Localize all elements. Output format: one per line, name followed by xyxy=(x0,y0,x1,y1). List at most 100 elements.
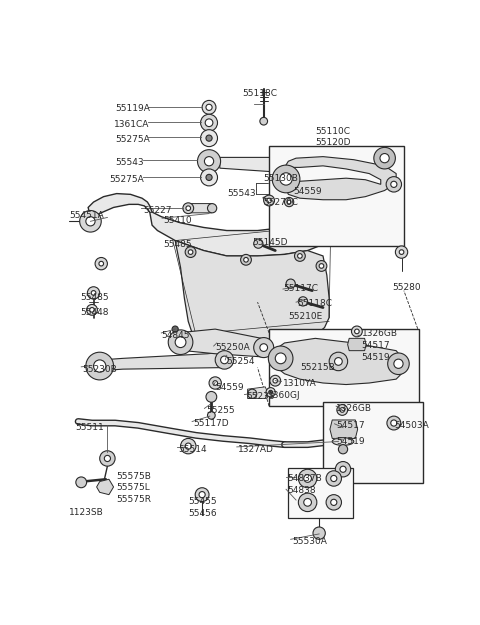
Circle shape xyxy=(285,198,294,207)
Bar xyxy=(269,329,419,406)
Circle shape xyxy=(86,217,95,226)
Text: 55210E: 55210E xyxy=(288,312,323,321)
Text: 55275A: 55275A xyxy=(109,175,144,184)
Circle shape xyxy=(304,499,312,506)
Text: 55227: 55227 xyxy=(143,206,171,215)
Text: 55410: 55410 xyxy=(164,216,192,225)
Circle shape xyxy=(388,353,409,374)
Text: 54519: 54519 xyxy=(361,353,390,362)
Circle shape xyxy=(335,357,342,365)
Circle shape xyxy=(331,499,337,506)
Polygon shape xyxy=(175,241,329,346)
Circle shape xyxy=(95,258,108,270)
Circle shape xyxy=(240,254,252,265)
Polygon shape xyxy=(277,338,404,384)
Circle shape xyxy=(207,411,215,419)
Circle shape xyxy=(201,114,217,131)
Circle shape xyxy=(175,337,186,348)
Text: 54845: 54845 xyxy=(161,331,190,339)
Text: 54837B: 54837B xyxy=(288,474,323,483)
Circle shape xyxy=(340,466,346,472)
Circle shape xyxy=(248,389,257,398)
Circle shape xyxy=(319,264,324,268)
Circle shape xyxy=(286,279,295,288)
Circle shape xyxy=(183,203,193,214)
Circle shape xyxy=(213,381,217,385)
Circle shape xyxy=(206,174,212,181)
Circle shape xyxy=(351,326,362,337)
Text: 55575B: 55575B xyxy=(117,471,152,481)
Circle shape xyxy=(374,148,396,169)
Circle shape xyxy=(244,258,248,262)
Circle shape xyxy=(391,420,397,426)
Text: 55511: 55511 xyxy=(75,423,104,432)
Polygon shape xyxy=(175,329,269,357)
Circle shape xyxy=(338,444,348,454)
Text: 55117D: 55117D xyxy=(193,419,229,428)
Polygon shape xyxy=(330,420,358,439)
Text: 55543: 55543 xyxy=(228,189,256,198)
Circle shape xyxy=(386,177,402,192)
Text: 55230B: 55230B xyxy=(83,364,118,374)
Circle shape xyxy=(195,488,209,502)
Circle shape xyxy=(266,388,275,397)
Circle shape xyxy=(204,157,214,166)
Circle shape xyxy=(206,135,212,141)
Text: 1326GB: 1326GB xyxy=(361,329,397,338)
Text: 55120D: 55120D xyxy=(315,138,351,147)
Text: 1326GB: 1326GB xyxy=(336,404,372,412)
Circle shape xyxy=(207,204,217,213)
Circle shape xyxy=(275,353,286,364)
Text: 55118C: 55118C xyxy=(298,299,333,308)
Text: 55270C: 55270C xyxy=(264,198,299,208)
Text: 55575L: 55575L xyxy=(117,483,150,492)
Text: 55455: 55455 xyxy=(188,497,217,506)
Circle shape xyxy=(86,352,114,380)
Circle shape xyxy=(337,404,348,416)
Polygon shape xyxy=(348,338,366,351)
Polygon shape xyxy=(285,157,396,200)
Circle shape xyxy=(86,304,97,315)
Circle shape xyxy=(313,527,325,539)
Circle shape xyxy=(254,338,274,357)
Circle shape xyxy=(270,375,281,386)
Circle shape xyxy=(172,326,178,332)
Circle shape xyxy=(280,173,292,185)
Circle shape xyxy=(206,391,217,402)
Text: 55117C: 55117C xyxy=(283,284,318,294)
Text: 55110C: 55110C xyxy=(315,127,350,136)
Circle shape xyxy=(288,185,296,192)
Circle shape xyxy=(186,206,191,211)
Polygon shape xyxy=(263,196,294,208)
Circle shape xyxy=(209,377,221,389)
Circle shape xyxy=(287,200,291,204)
Circle shape xyxy=(201,129,217,147)
Circle shape xyxy=(399,250,404,254)
Text: 55485: 55485 xyxy=(81,293,109,302)
Circle shape xyxy=(387,416,401,430)
Circle shape xyxy=(277,155,291,169)
Circle shape xyxy=(316,261,327,271)
Circle shape xyxy=(87,287,100,299)
Text: 54559: 54559 xyxy=(215,383,244,392)
Text: 55280: 55280 xyxy=(392,283,421,292)
Circle shape xyxy=(100,451,115,466)
Circle shape xyxy=(168,330,193,354)
Circle shape xyxy=(180,439,196,454)
Text: 55275A: 55275A xyxy=(115,135,150,144)
Text: 55118C: 55118C xyxy=(242,89,277,98)
Circle shape xyxy=(268,346,293,371)
Text: 55514: 55514 xyxy=(178,444,207,454)
Circle shape xyxy=(326,471,341,486)
Text: 55485: 55485 xyxy=(163,240,192,249)
Circle shape xyxy=(185,443,192,449)
Polygon shape xyxy=(220,158,285,172)
Text: 1310YA: 1310YA xyxy=(283,379,317,388)
Text: 1360GJ: 1360GJ xyxy=(267,391,300,401)
Text: 1123SB: 1123SB xyxy=(69,508,104,517)
Text: 55456: 55456 xyxy=(188,509,217,518)
Circle shape xyxy=(254,239,263,248)
Circle shape xyxy=(197,150,221,173)
Text: 54838: 54838 xyxy=(288,486,316,495)
Text: 54559: 54559 xyxy=(294,187,323,196)
